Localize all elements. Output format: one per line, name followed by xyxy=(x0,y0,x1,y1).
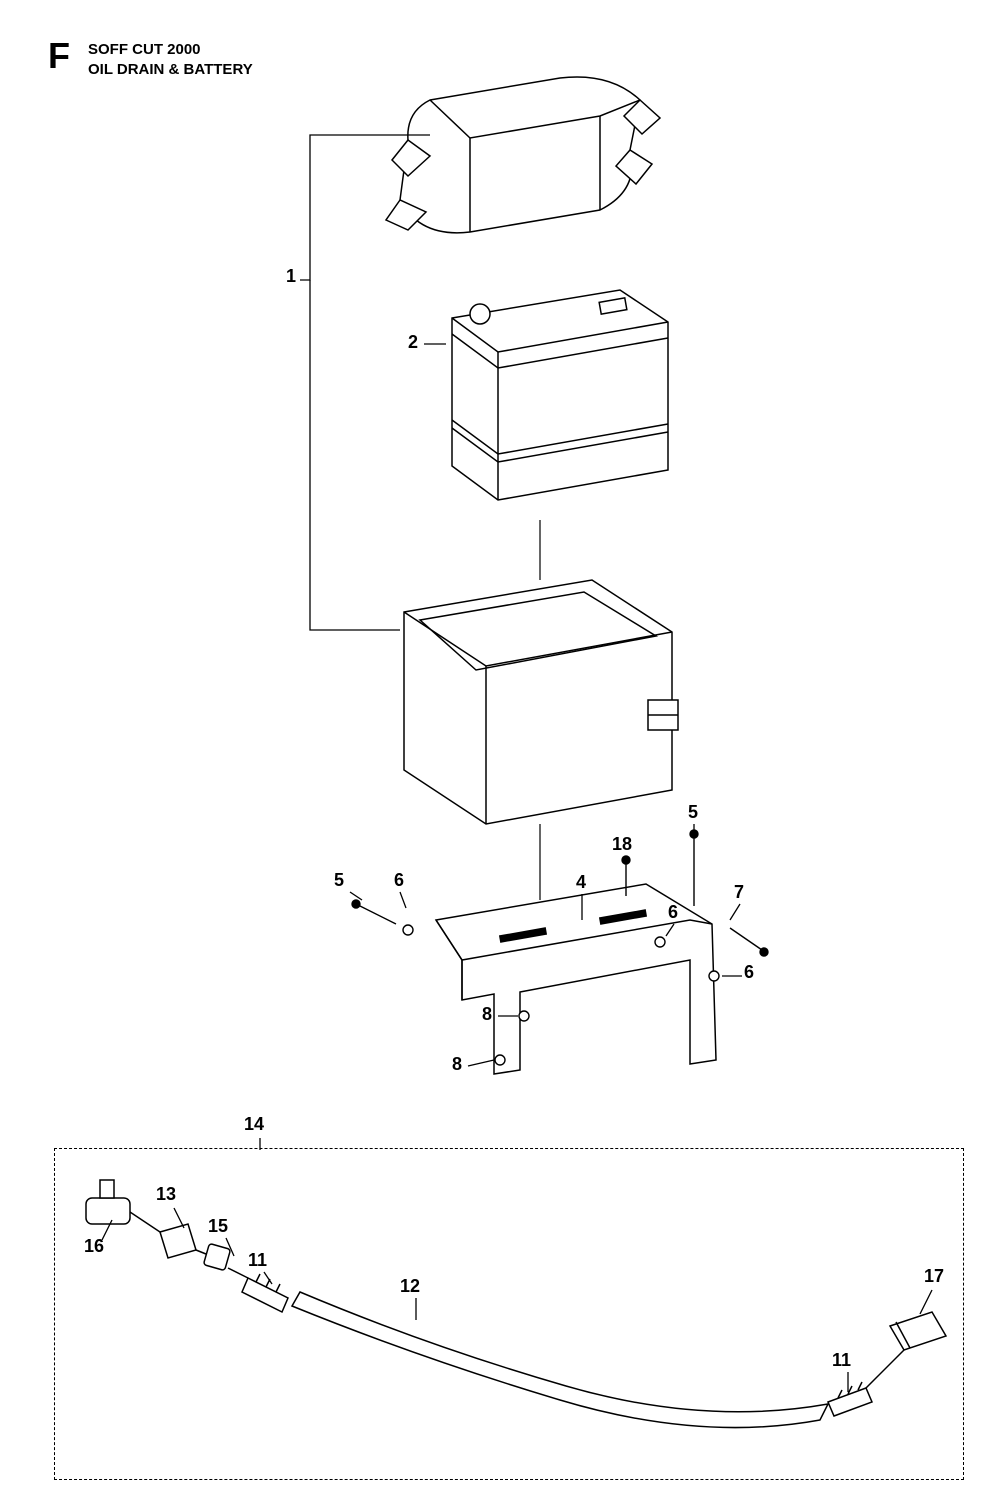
callout-13: 13 xyxy=(156,1184,176,1205)
callout-11b: 11 xyxy=(832,1350,851,1371)
callout-1: 1 xyxy=(286,266,296,287)
callout-8a: 8 xyxy=(482,1004,492,1025)
callout-17: 17 xyxy=(924,1266,944,1287)
callout-2: 2 xyxy=(408,332,418,353)
callout-11a: 11 xyxy=(248,1250,267,1271)
callout-8b: 8 xyxy=(452,1054,462,1075)
callout-6a: 6 xyxy=(394,870,404,891)
callout-16: 16 xyxy=(84,1236,104,1257)
callout-5a: 5 xyxy=(334,870,344,891)
oil-drain-detail-box xyxy=(54,1148,964,1480)
callout-14: 14 xyxy=(244,1114,264,1135)
callout-6c: 6 xyxy=(744,962,754,983)
callout-18: 18 xyxy=(612,834,632,855)
callout-5b: 5 xyxy=(688,802,698,823)
page-root: F SOFF CUT 2000 OIL DRAIN & BATTERY xyxy=(0,0,1000,1511)
callout-6b: 6 xyxy=(668,902,678,923)
callout-15: 15 xyxy=(208,1216,228,1237)
callout-7: 7 xyxy=(734,882,744,903)
callout-4: 4 xyxy=(576,872,586,893)
callout-12: 12 xyxy=(400,1276,420,1297)
